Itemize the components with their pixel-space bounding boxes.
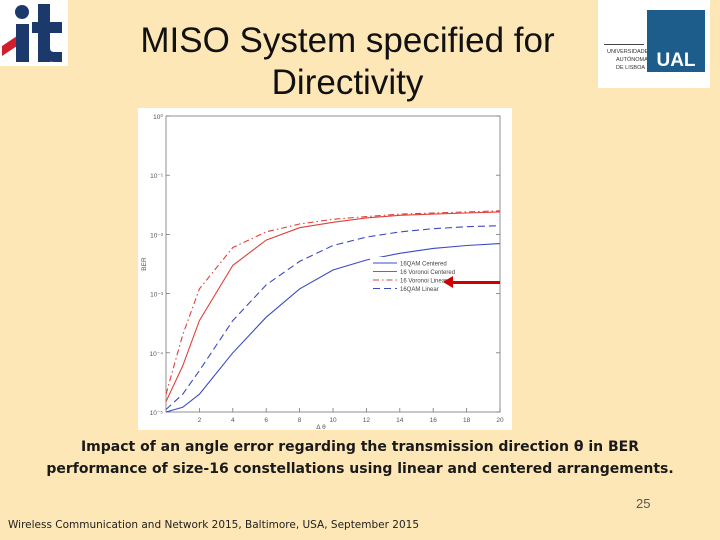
- ber-chart: 10⁰ 10⁻¹ 10⁻² 10⁻³ 10⁻⁴ 10⁻⁵ 2 4 6 8 10 12 14 16 18 20 Δ…: [138, 108, 512, 431]
- series-line-4: [165, 225, 501, 410]
- x-tick-label: 10: [329, 417, 337, 424]
- caption-line-2: performance of size-16 constellations us…: [46, 461, 674, 477]
- slide-title: MISO System specified for Directivity: [80, 20, 615, 104]
- caption-line-1: Impact of an angle error regarding the t…: [80, 439, 640, 455]
- x-tick-label: 20: [496, 417, 504, 424]
- footer-text: Wireless Communication and Network 2015,…: [8, 519, 419, 531]
- legend-label: 16QAM Linear: [400, 287, 439, 293]
- it-logo: [0, 0, 68, 66]
- y-axis-label: BER: [141, 257, 148, 271]
- y-tick-label: 10⁻¹: [150, 173, 164, 180]
- y-tick-label: 10⁻⁵: [150, 410, 164, 417]
- svg-text:UNIVERSIDADE: UNIVERSIDADE: [607, 49, 649, 55]
- x-tick-label: 12: [363, 417, 371, 424]
- ber-chart-svg: 10⁰ 10⁻¹ 10⁻² 10⁻³ 10⁻⁴ 10⁻⁵ 2 4 6 8 10 12 14 16 18 20 Δ…: [141, 113, 504, 431]
- svg-text:UAL: UAL: [656, 50, 695, 71]
- figure-caption: Impact of an angle error regarding the t…: [20, 436, 700, 480]
- page-number: 25: [636, 496, 651, 511]
- slide-title-line-2: Directivity: [271, 63, 424, 102]
- series-line-2: [165, 211, 501, 402]
- x-tick-label: 6: [264, 417, 268, 424]
- series-line-1: [165, 243, 501, 413]
- y-tick-label: 10⁻²: [150, 232, 164, 239]
- ual-logo-mark: UNIVERSIDADE AUTÓNOMA DE LISBOA UAL: [604, 10, 705, 72]
- x-tick-label: 14: [396, 417, 404, 424]
- x-tick-label: 18: [463, 417, 471, 424]
- it-logo-mark: [2, 4, 62, 62]
- x-tick-label: 8: [298, 417, 302, 424]
- ual-logo: UNIVERSIDADE AUTÓNOMA DE LISBOA UAL: [598, 0, 710, 88]
- legend-label: 16 Voronoi Centered: [400, 270, 455, 276]
- svg-text:DE LISBOA: DE LISBOA: [616, 65, 645, 71]
- x-tick-label: 2: [198, 417, 202, 424]
- y-tick-label: 10⁻⁴: [150, 351, 164, 358]
- x-tick-label: 4: [231, 417, 235, 424]
- legend-pointer-arrow: [443, 276, 500, 288]
- series-line-3: [165, 210, 501, 395]
- slide-title-line-1: MISO System specified for: [140, 21, 555, 60]
- x-tick-label: 16: [430, 417, 438, 424]
- svg-text:AUTÓNOMA: AUTÓNOMA: [616, 56, 648, 63]
- legend-box: [370, 257, 470, 297]
- y-tick-label: 10⁰: [153, 113, 163, 121]
- legend-label: 16QAM Centered: [400, 262, 447, 268]
- y-tick-label: 10⁻³: [150, 292, 164, 299]
- legend-label: 16 Voronoi Linear: [400, 279, 447, 285]
- x-axis-label: Δ θ: [316, 424, 326, 430]
